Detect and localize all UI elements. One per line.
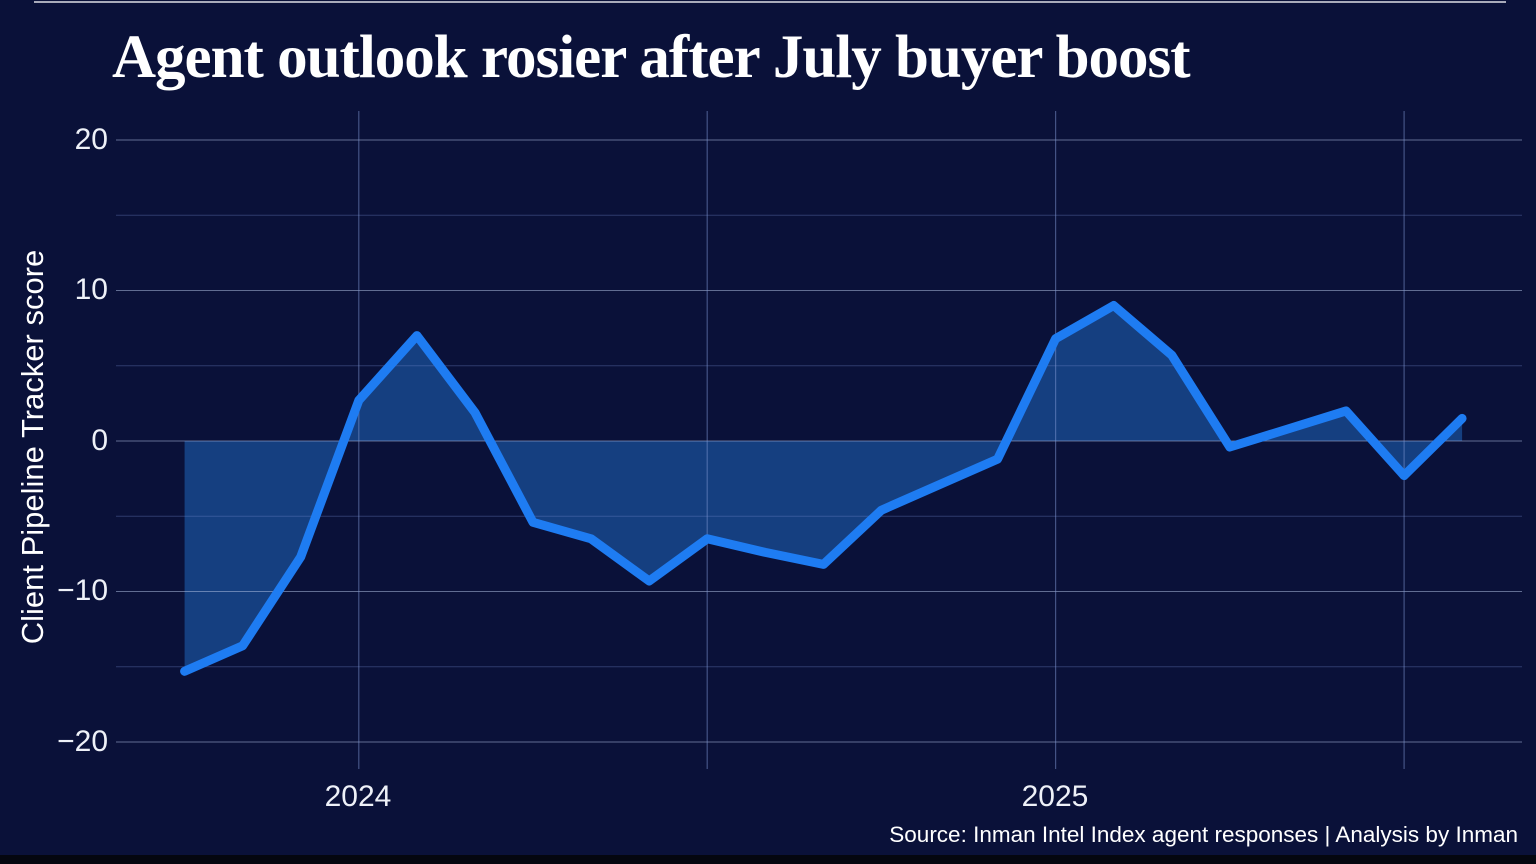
- x-tick-label-2025: 2025: [1021, 780, 1089, 813]
- y-tick-label-20: 20: [74, 123, 108, 156]
- source-note: Source: Inman Intel Index agent response…: [889, 822, 1518, 847]
- chart-title: Agent outlook rosier after July buyer bo…: [112, 24, 1191, 91]
- y-tick-label-0: 0: [91, 424, 108, 457]
- bottom-edge-strip: [0, 855, 1536, 864]
- x-tick-label-2024: 2024: [324, 780, 392, 813]
- y-tick-label-10: 10: [74, 273, 108, 306]
- y-tick-label-neg20: −20: [57, 725, 108, 758]
- trend-line: [180, 301, 1467, 676]
- area-fill: [184, 305, 1463, 672]
- top-edge-hairline: [34, 1, 1506, 3]
- y-tick-label-neg10: −10: [57, 574, 108, 607]
